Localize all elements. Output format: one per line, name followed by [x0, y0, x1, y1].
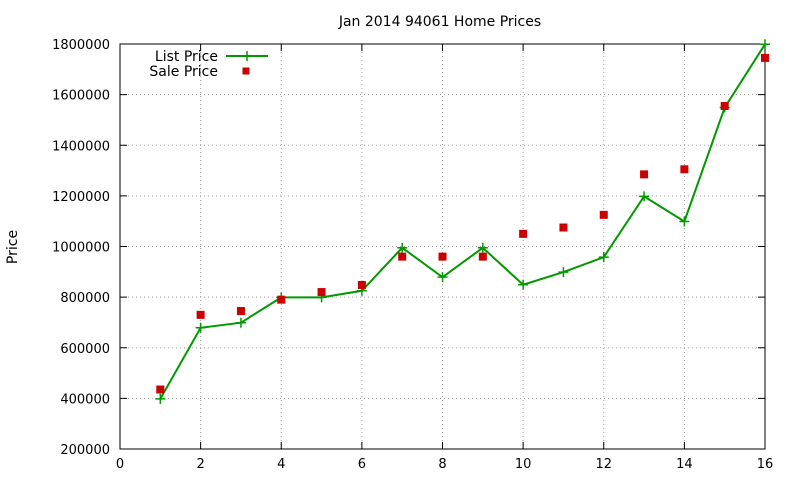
data-point-sale-price	[277, 295, 286, 304]
y-tick-label: 1600000	[52, 89, 110, 104]
x-tick-label: 8	[438, 457, 446, 472]
x-tick-label: 6	[358, 457, 366, 472]
legend: List Price Sale Price	[149, 49, 268, 80]
data-point-sale-price	[559, 223, 568, 232]
series	[155, 39, 770, 404]
data-point-sale-price	[398, 252, 407, 261]
data-point-list-price	[155, 393, 166, 404]
y-tick-label: 1400000	[52, 139, 110, 154]
data-point-sale-price	[438, 252, 447, 261]
legend-label-list-price: List Price	[155, 49, 218, 65]
y-tick-label: 800000	[60, 291, 110, 306]
y-tick-label: 400000	[60, 392, 110, 407]
data-point-sale-price	[317, 288, 326, 297]
data-point-list-price	[679, 216, 690, 227]
y-tick-label: 1200000	[52, 190, 110, 205]
data-point-sale-price	[357, 280, 366, 289]
series-sale-price	[156, 53, 769, 394]
data-point-sale-price	[478, 252, 487, 261]
x-tick-label: 10	[515, 457, 532, 472]
data-point-sale-price	[720, 102, 729, 111]
data-point-sale-price	[196, 310, 205, 319]
data-point-list-price	[397, 242, 408, 253]
data-point-sale-price	[519, 229, 528, 238]
data-point-sale-price	[640, 170, 649, 179]
legend-marker-list-price	[242, 51, 252, 61]
data-point-sale-price	[236, 307, 245, 316]
series-line-list-price	[159, 43, 766, 400]
data-point-sale-price	[599, 210, 608, 219]
axis-ticks	[119, 43, 766, 450]
legend-marker-sale-price	[242, 67, 250, 75]
y-tick-labels: 200000 400000 600000 800000 1000000 1200000 14…	[52, 38, 110, 458]
y-tick-label: 600000	[60, 342, 110, 357]
data-point-sale-price	[761, 53, 769, 62]
y-axis-label: Price	[5, 230, 21, 264]
grid	[120, 44, 765, 449]
data-point-list-price	[477, 242, 488, 253]
x-tick-label: 0	[116, 457, 124, 472]
x-tick-label: 12	[595, 457, 612, 472]
series-list-price	[155, 39, 770, 404]
x-tick-label: 2	[196, 457, 204, 472]
y-tick-label: 200000	[60, 443, 110, 458]
x-tick-label: 16	[757, 457, 774, 472]
x-tick-label: 4	[277, 457, 285, 472]
data-point-list-price	[235, 317, 246, 328]
chart-title: Jan 2014 94061 Home Prices	[338, 14, 541, 30]
data-point-list-price	[518, 279, 529, 290]
y-tick-label: 1000000	[52, 241, 110, 256]
x-tick-label: 14	[676, 457, 693, 472]
data-point-list-price	[437, 272, 448, 283]
data-point-list-price	[760, 39, 770, 50]
legend-label-sale-price: Sale Price	[149, 64, 218, 80]
data-point-sale-price	[680, 165, 689, 174]
data-point-list-price	[195, 322, 206, 333]
x-tick-labels: 0 2 4 6 8 10 12 14 16	[116, 457, 773, 472]
data-point-list-price	[598, 252, 609, 263]
data-point-list-price	[639, 191, 650, 202]
y-tick-label: 1800000	[52, 38, 110, 53]
data-point-list-price	[558, 267, 569, 278]
data-point-sale-price	[156, 385, 165, 394]
